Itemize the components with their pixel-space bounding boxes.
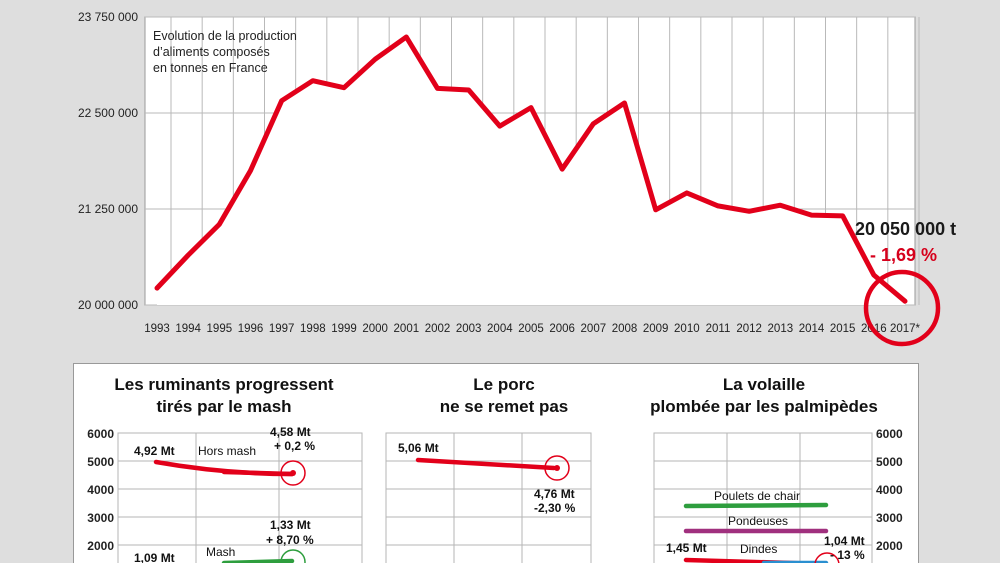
hors-mash-line-end bbox=[221, 469, 295, 477]
final-change-label: - 1,69 % bbox=[870, 245, 938, 265]
x-tick-label: 1994 bbox=[175, 323, 201, 335]
pondeuses-label: Pondeuses bbox=[728, 514, 788, 528]
ruminants-title-line: Les ruminants progressent bbox=[114, 375, 334, 394]
x-tick-label: 2008 bbox=[612, 323, 638, 335]
x-tick-label: 2010 bbox=[674, 323, 700, 335]
x-tick-label: 2005 bbox=[518, 323, 544, 335]
porc-end-dot bbox=[554, 465, 560, 471]
porc-line bbox=[415, 457, 557, 471]
volaille-title: La volaille plombée par les palmipèdes bbox=[634, 374, 894, 418]
x-tick-label: 2014 bbox=[799, 323, 825, 335]
y-tick-label: 5000 bbox=[87, 455, 114, 469]
volaille-grid bbox=[653, 432, 873, 563]
hors-mash-start-label: 4,92 Mt bbox=[134, 444, 175, 458]
x-tick-label: 2001 bbox=[394, 323, 420, 335]
area-fill bbox=[157, 37, 905, 305]
x-tick-label: 2017* bbox=[890, 323, 921, 335]
y-tick-label: 6000 bbox=[87, 427, 114, 441]
x-tick-label: 1993 bbox=[144, 323, 170, 335]
left-y-tick-labels: 6000 5000 4000 3000 2000 bbox=[87, 427, 114, 553]
x-tick-label: 1999 bbox=[331, 323, 357, 335]
mash-start-label: 1,09 Mt bbox=[134, 551, 175, 563]
volaille-title-line: plombée par les palmipèdes bbox=[650, 397, 878, 416]
x-tick-label: 2007 bbox=[581, 323, 607, 335]
y-tick-label: 20 000 000 bbox=[78, 298, 138, 312]
mash-name-label: Mash bbox=[206, 545, 235, 559]
volaille-labels: Poulets de chair Pondeuses Dindes 1,45 M… bbox=[666, 489, 865, 562]
porc-grid bbox=[385, 432, 592, 563]
main-line-chart: 23 750 000 22 500 000 21 250 000 20 000 000… bbox=[78, 10, 941, 347]
poulets-line bbox=[683, 502, 829, 509]
x-tick-label: 2006 bbox=[549, 323, 575, 335]
porc-labels: 5,06 Mt 4,76 Mt -2,30 % bbox=[398, 441, 576, 515]
hors-mash-end-circle bbox=[280, 460, 306, 486]
x-tick-label: 2011 bbox=[706, 323, 731, 335]
x-tick-label: 1997 bbox=[269, 323, 295, 335]
porc-start-label: 5,06 Mt bbox=[398, 441, 439, 455]
mash-end-change: + 8,70 % bbox=[266, 533, 314, 547]
x-tick-label: 2009 bbox=[643, 323, 669, 335]
dindes-start-label: 1,45 Mt bbox=[666, 541, 707, 555]
sub-charts-panel: Les ruminants progressent tirés par le m… bbox=[73, 363, 919, 563]
y-tick-label: 3000 bbox=[87, 511, 114, 525]
mash-end-value: 1,33 Mt bbox=[270, 518, 311, 532]
x-tick-label: 2003 bbox=[456, 323, 482, 335]
porc-title: Le porc ne se remet pas bbox=[384, 374, 624, 418]
x-tick-label: 2012 bbox=[736, 323, 762, 335]
porc-title-line: ne se remet pas bbox=[439, 397, 569, 416]
right-y-tick-labels: 6000 5000 4000 3000 2000 bbox=[876, 427, 903, 553]
y-tick-label: 2000 bbox=[876, 539, 903, 553]
hors-mash-end-dot bbox=[290, 470, 296, 476]
dindes-end-value: 1,04 Mt bbox=[824, 534, 865, 548]
x-tick-label: 1996 bbox=[238, 323, 264, 335]
x-tick-label: 2004 bbox=[487, 323, 513, 335]
y-tick-label: 5000 bbox=[876, 455, 903, 469]
x-tick-label: 1998 bbox=[300, 323, 326, 335]
chart-title: Evolution de la production d’aliments co… bbox=[153, 28, 297, 76]
porc-end-value: 4,76 Mt bbox=[534, 487, 575, 501]
y-tick-labels: 23 750 000 22 500 000 21 250 000 20 000 000 bbox=[78, 10, 138, 312]
ruminants-title: Les ruminants progressent tirés par le m… bbox=[94, 374, 354, 418]
label-bg bbox=[132, 442, 180, 458]
x-tick-label: 2013 bbox=[768, 323, 794, 335]
ruminants-labels: 4,92 Mt Hors mash 4,58 Mt + 0,2 % 1,33 M… bbox=[132, 425, 315, 563]
poulets-label: Poulets de chair bbox=[714, 489, 800, 503]
porc-end-circle bbox=[544, 455, 570, 481]
chart-title-line: d’aliments composés bbox=[153, 45, 270, 59]
small-charts: 6000 5000 4000 3000 2000 6000 5000 4000 … bbox=[87, 425, 903, 563]
y-tick-label: 4000 bbox=[876, 483, 903, 497]
hors-mash-end-value: 4,58 Mt bbox=[270, 425, 311, 439]
y-tick-label: 21 250 000 bbox=[78, 202, 138, 216]
x-tick-label: 2002 bbox=[425, 323, 451, 335]
series-line bbox=[154, 34, 908, 304]
y-tick-label: 4000 bbox=[87, 483, 114, 497]
hors-mash-end-change: + 0,2 % bbox=[274, 439, 315, 453]
hors-mash-name-label: Hors mash bbox=[198, 444, 256, 458]
highlight-circle bbox=[863, 269, 941, 347]
chart-title-line: Evolution de la production bbox=[153, 29, 297, 43]
y-tick-label: 3000 bbox=[876, 511, 903, 525]
final-value-label: 20 050 000 t bbox=[855, 219, 957, 239]
ruminants-grid bbox=[117, 432, 363, 563]
x-tick-label: 1995 bbox=[207, 323, 233, 335]
x-tick-labels: 1993 1994 1995 1996 1997 1998 1999 2000 2001 2002… bbox=[144, 323, 920, 335]
y-tick-label: 6000 bbox=[876, 427, 903, 441]
y-tick-label: 23 750 000 bbox=[78, 10, 138, 24]
porc-title-line: Le porc bbox=[473, 375, 535, 394]
x-tick-label: 2000 bbox=[362, 323, 388, 335]
porc-end-change: -2,30 % bbox=[534, 501, 576, 515]
volaille-title-line: La volaille bbox=[722, 375, 806, 394]
dindes-end-change: - 13 % bbox=[830, 548, 865, 562]
x-tick-label: 2015 bbox=[830, 323, 856, 335]
ruminants-title-line: tirés par le mash bbox=[156, 397, 292, 416]
y-tick-label: 22 500 000 bbox=[78, 106, 138, 120]
y-tick-label: 2000 bbox=[87, 539, 114, 553]
dindes-label: Dindes bbox=[740, 542, 777, 556]
chart-title-line: en tonnes en France bbox=[153, 61, 268, 75]
dindes-end-circle bbox=[814, 552, 840, 563]
